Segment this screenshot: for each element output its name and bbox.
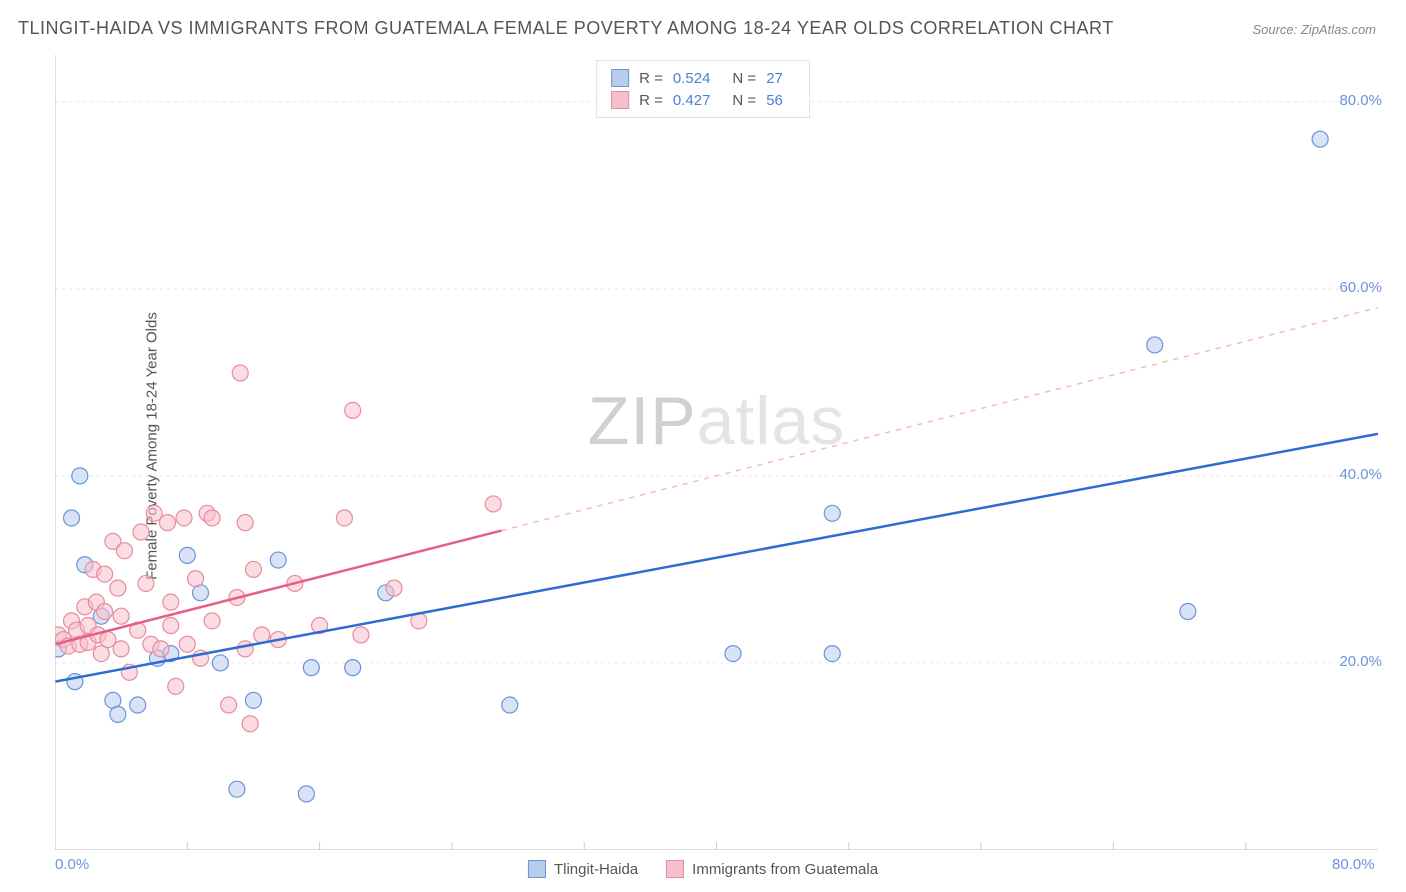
legend-bottom-item-1: Immigrants from Guatemala [666, 860, 878, 878]
legend-bottom-item-0: Tlingit-Haida [528, 860, 638, 878]
r-value-0: 0.524 [673, 70, 711, 87]
source-label: Source: ZipAtlas.com [1252, 22, 1376, 37]
r-label-0: R = [639, 70, 663, 87]
legend-swatch-1 [611, 91, 629, 109]
n-label-1: N = [732, 92, 756, 109]
chart-area: ZIPatlas 20.0%40.0%60.0%80.0%0.0%80.0% [55, 55, 1378, 850]
legend-top-row-0: R = 0.524 N = 27 [611, 67, 795, 89]
y-tick-label: 80.0% [1339, 92, 1382, 109]
x-tick-label: 0.0% [55, 856, 89, 873]
legend-top: R = 0.524 N = 27 R = 0.427 N = 56 [596, 60, 810, 118]
n-value-0: 27 [766, 70, 783, 87]
r-label-1: R = [639, 92, 663, 109]
y-tick-label: 20.0% [1339, 653, 1382, 670]
legend-bottom-swatch-1 [666, 860, 684, 878]
legend-top-row-1: R = 0.427 N = 56 [611, 89, 795, 111]
legend-swatch-0 [611, 69, 629, 87]
x-tick-label: 80.0% [1332, 856, 1375, 873]
chart-title: TLINGIT-HAIDA VS IMMIGRANTS FROM GUATEMA… [18, 18, 1114, 39]
r-value-1: 0.427 [673, 92, 711, 109]
legend-bottom: Tlingit-Haida Immigrants from Guatemala [528, 860, 878, 878]
legend-bottom-label-0: Tlingit-Haida [554, 861, 638, 878]
n-label-0: N = [732, 70, 756, 87]
y-tick-label: 40.0% [1339, 466, 1382, 483]
y-tick-label: 60.0% [1339, 279, 1382, 296]
n-value-1: 56 [766, 92, 783, 109]
scatter-chart [55, 55, 1378, 850]
legend-bottom-swatch-0 [528, 860, 546, 878]
legend-bottom-label-1: Immigrants from Guatemala [692, 861, 878, 878]
